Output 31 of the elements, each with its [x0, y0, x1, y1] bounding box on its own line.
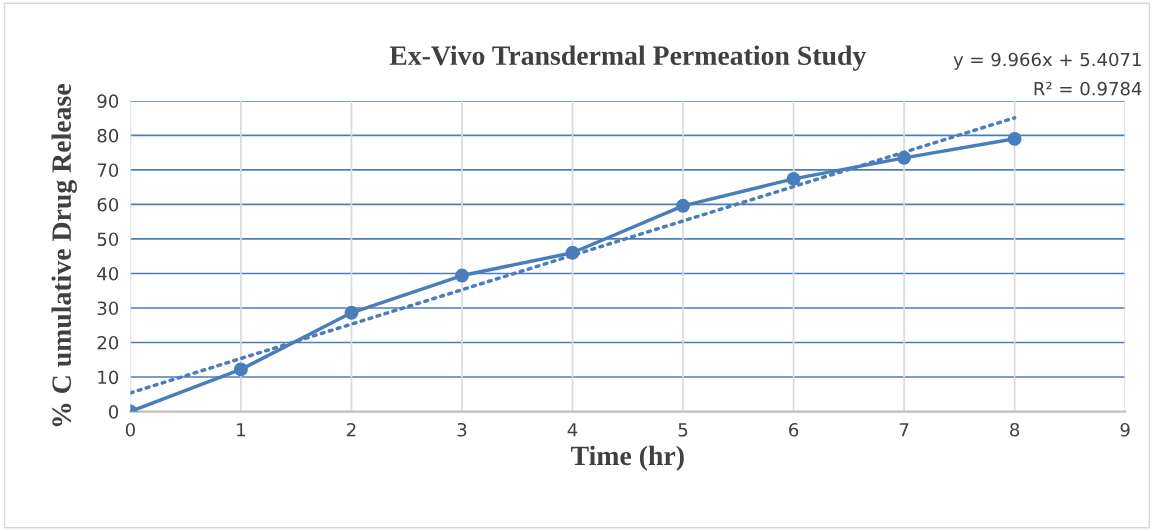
text: y = 9.966x + 5.4071: [953, 52, 1141, 70]
y-tick-label: 90: [97, 94, 119, 109]
y-tick-label: 50: [97, 232, 119, 247]
x-tick-label: 5: [678, 423, 688, 437]
y-tick-label: 70: [97, 163, 119, 178]
x-tick-label: 2: [347, 422, 356, 437]
x-tick-label: 9: [1120, 422, 1130, 437]
y-tick-label: 80: [97, 128, 119, 143]
chart-title: Ex-Vivo Transdermal Permeation Study: [389, 45, 867, 71]
x-tick-label: 7: [899, 423, 909, 437]
x-tick-label: 8: [1010, 422, 1020, 437]
y-tick-label: 0: [108, 404, 119, 419]
x-tick-label: 1: [237, 423, 246, 437]
y-tick-label: 40: [97, 266, 119, 281]
x-tick-label: 6: [789, 422, 799, 437]
text: R² = 0.9784: [1034, 81, 1142, 96]
point: [344, 305, 359, 320]
point: [455, 268, 469, 283]
point: [233, 362, 248, 377]
point: [1007, 131, 1022, 146]
y-axis-title: % C umulative Drug Release: [51, 84, 77, 427]
y-tick-label: 30: [97, 301, 119, 316]
y-tick-label: 60: [97, 197, 119, 212]
point: [676, 198, 690, 213]
point: [786, 171, 801, 186]
x-axis-title: Time (hr): [570, 445, 684, 471]
y-tick-label: 20: [97, 335, 119, 350]
y-tick-label: 10: [98, 370, 119, 385]
x-tick-label: 0: [125, 422, 135, 437]
x-tick-label: 4: [567, 423, 578, 437]
x-tick-label: 3: [457, 422, 467, 437]
